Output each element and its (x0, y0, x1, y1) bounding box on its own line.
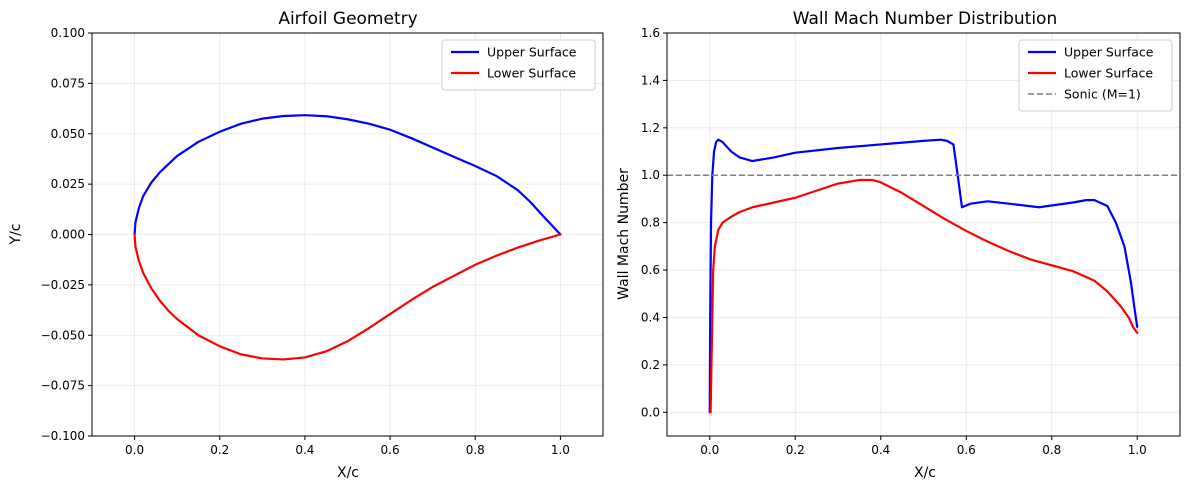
legend-box (441, 39, 596, 91)
legend-label: Lower Surface (1064, 66, 1153, 81)
x-tick-label: 0.2 (210, 443, 229, 457)
legend-box (1018, 39, 1173, 112)
x-tick-label: 0.0 (700, 443, 719, 457)
x-tick-label: 0.8 (1042, 443, 1061, 457)
series-line-lower-surface (708, 178, 1139, 414)
legend-label: Upper Surface (1064, 45, 1154, 60)
y-tick-label: 0.000 (51, 228, 85, 242)
x-tick-label: 0.8 (466, 443, 485, 457)
y-tick-label: −0.100 (41, 429, 85, 443)
series-line-upper-surface (708, 138, 1139, 414)
y-tick-label: 0.6 (641, 263, 660, 277)
y-tick-label: 0.4 (641, 310, 660, 324)
wall-mach-chart: Wall Mach Number Distribution X/c Wall M… (616, 9, 1181, 481)
y-axis-label: Wall Mach Number (616, 168, 632, 300)
y-tick-label: 0.050 (51, 127, 85, 141)
x-tick-label: 0.6 (381, 443, 400, 457)
legend: Upper Surface Lower Surface Sonic (M=1) (1018, 39, 1173, 112)
x-axis-label: X/c (914, 465, 936, 481)
x-tick-label: 1.0 (551, 443, 570, 457)
x-tick-label: 0.4 (295, 443, 314, 457)
y-tick-label: −0.050 (41, 328, 85, 342)
y-tick-label: 0.025 (51, 177, 85, 191)
y-axis-label: Y/c (8, 224, 24, 246)
y-tick-label: 0.0 (641, 405, 660, 419)
y-tick-label: −0.025 (41, 278, 85, 292)
legend: Upper Surface Lower Surface (441, 39, 596, 91)
y-tick-label: −0.075 (41, 379, 85, 393)
airfoil-geometry-chart: Airfoil Geometry X/c Y/c 0.0 0.2 0.4 0.6 0.8… (8, 9, 604, 481)
y-tick-label: 0.100 (51, 26, 85, 40)
legend-label: Lower Surface (487, 66, 576, 81)
y-tick-label: 0.8 (641, 216, 660, 230)
y-tick-label: 1.0 (641, 168, 660, 182)
legend-label: Upper Surface (487, 45, 577, 60)
y-tick-label: 0.075 (51, 76, 85, 90)
x-tick-label: 0.0 (125, 443, 144, 457)
y-tick-label: 0.2 (641, 358, 660, 372)
x-tick-label: 0.4 (871, 443, 890, 457)
chart-title: Airfoil Geometry (278, 9, 417, 29)
x-tick-label: 0.6 (957, 443, 976, 457)
x-tick-label: 0.2 (786, 443, 805, 457)
y-tick-label: 1.4 (641, 73, 660, 87)
y-tick-label: 1.6 (641, 26, 660, 40)
chart-title: Wall Mach Number Distribution (793, 9, 1057, 29)
series-line-upper-surface (133, 114, 562, 236)
x-axis-label: X/c (337, 465, 359, 481)
x-tick-label: 1.0 (1128, 443, 1147, 457)
axes-frame (666, 32, 1181, 437)
legend-label: Sonic (M=1) (1064, 87, 1141, 102)
y-tick-label: 1.2 (641, 121, 660, 135)
series-line-lower-surface (133, 233, 562, 361)
